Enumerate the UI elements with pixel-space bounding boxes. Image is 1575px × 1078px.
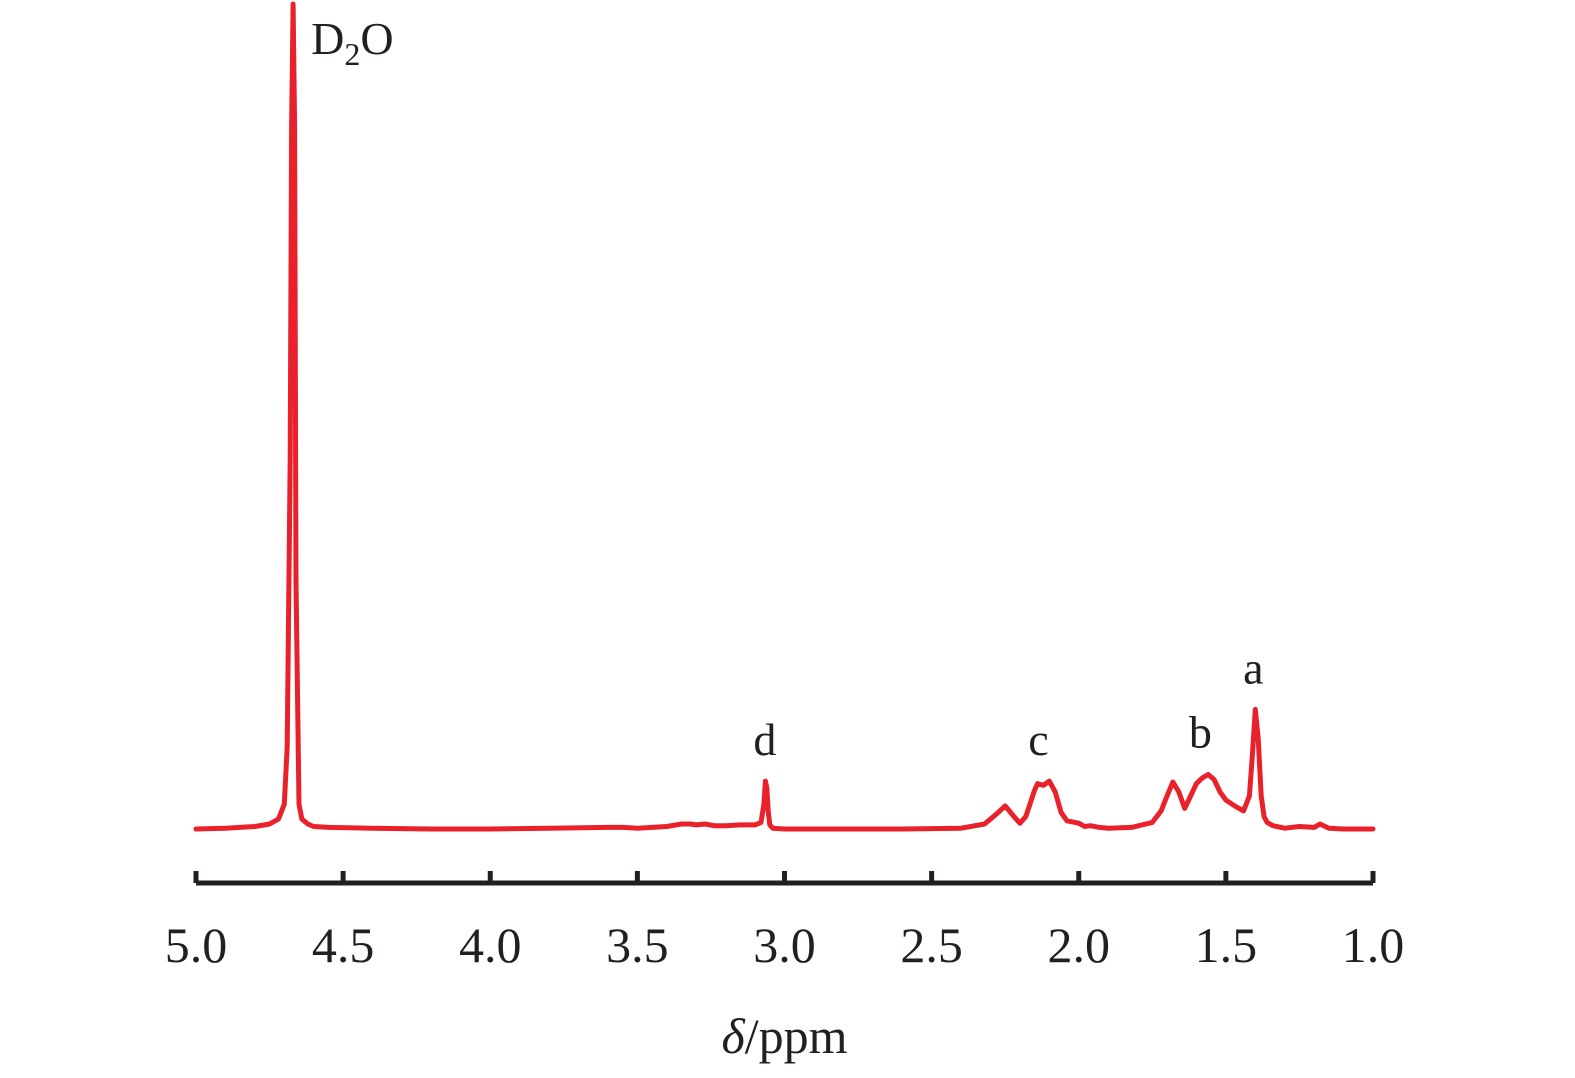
peak-label-d: d xyxy=(753,714,776,765)
x-tick-label: 3.0 xyxy=(753,917,816,973)
x-axis xyxy=(193,871,1376,886)
x-tick-label: 5.0 xyxy=(165,917,228,973)
x-tick-label: 2.5 xyxy=(900,917,963,973)
x-tick-labels: 5.0 4.5 4.0 3.5 3.0 2.5 2.0 1.5 1.0 xyxy=(165,917,1405,973)
x-tick-label: 2.0 xyxy=(1048,917,1111,973)
solvent-label-subscript: 2 xyxy=(344,36,360,72)
peak-label-a: a xyxy=(1243,642,1263,693)
x-tick-label: 1.5 xyxy=(1195,917,1258,973)
x-tick-label: 4.0 xyxy=(459,917,522,973)
solvent-label-suffix: O xyxy=(360,13,393,64)
peak-label-c: c xyxy=(1028,714,1048,765)
x-axis-title-unit: /ppm xyxy=(745,1008,848,1064)
spectrum-line xyxy=(193,1,1376,832)
x-axis-title-symbol: δ xyxy=(721,1008,745,1064)
x-tick-label: 3.5 xyxy=(606,917,669,973)
solvent-peak-label: D2O xyxy=(311,13,393,72)
x-tick-label: 4.5 xyxy=(312,917,375,973)
solvent-label-main: D xyxy=(311,13,344,64)
x-axis-title: δ/ppm xyxy=(721,1008,847,1064)
x-tick-label: 1.0 xyxy=(1342,917,1405,973)
peak-label-b: b xyxy=(1189,707,1212,758)
